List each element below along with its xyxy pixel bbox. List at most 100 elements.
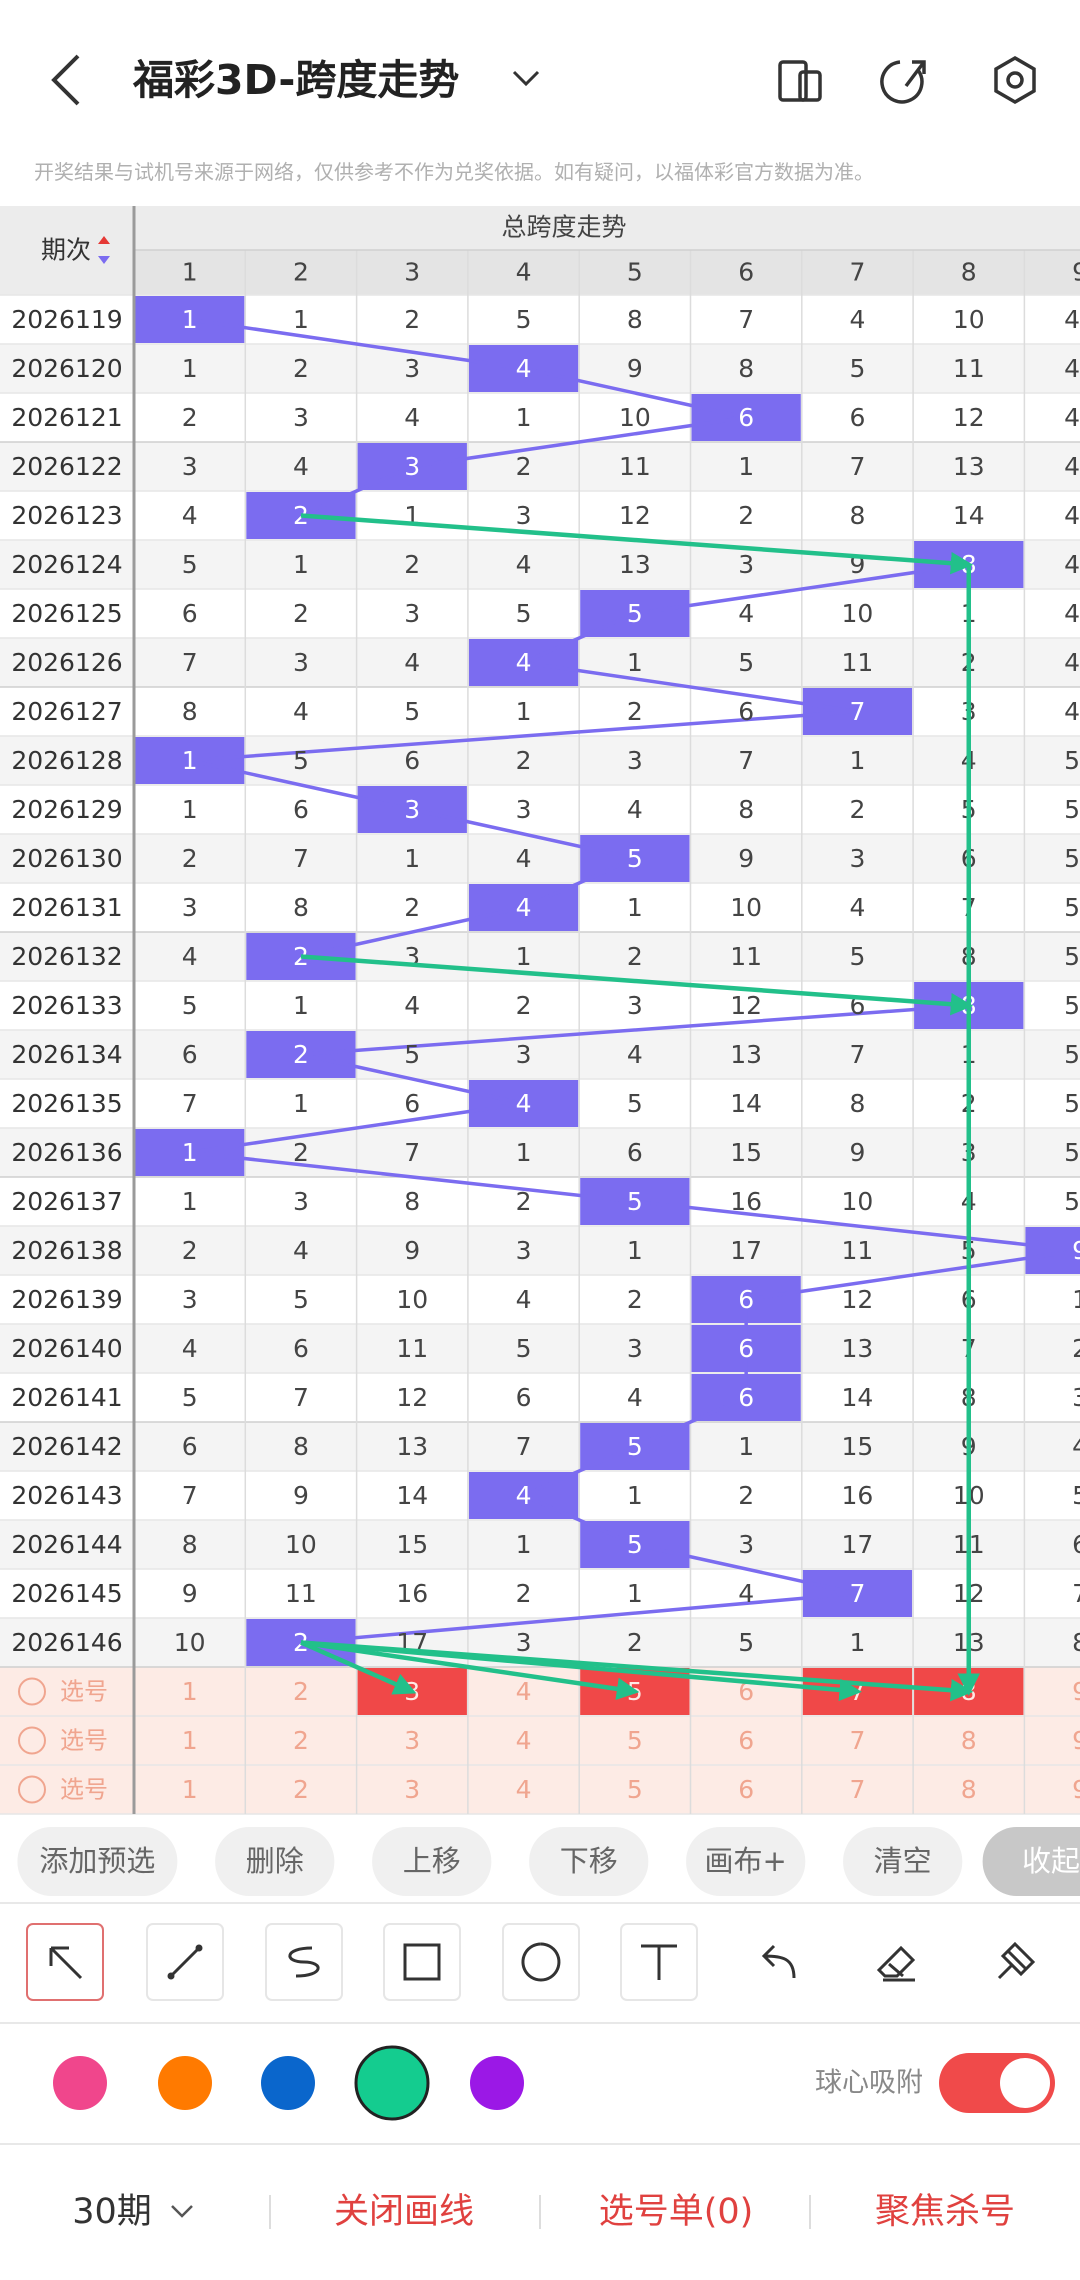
tool-button[interactable] (502, 1923, 580, 2001)
cell-value: 7 (182, 1089, 198, 1118)
cell-value: 6 (182, 599, 198, 628)
period: 2026127 (11, 697, 122, 726)
period-chevron (171, 2205, 193, 2218)
period: 2026145 (11, 1579, 122, 1608)
cell-value: 48 (1064, 648, 1080, 677)
cell-value: 4 (404, 991, 420, 1020)
pick-value: 3 (404, 1775, 420, 1804)
action-button[interactable] (372, 1827, 492, 1896)
cell-value: 2 (849, 795, 865, 824)
cell-value: 7 (182, 1481, 198, 1510)
drawn-arrow (300, 513, 974, 575)
period: 2026144 (11, 1530, 122, 1559)
cell-value: 2 (516, 452, 532, 481)
action-button[interactable] (686, 1827, 806, 1896)
cell-value: 3 (1072, 1383, 1080, 1412)
cell-value: 12 (396, 1383, 428, 1412)
sort-down[interactable] (98, 256, 110, 264)
cell-value: 17 (842, 1530, 874, 1559)
cell-value: 5 (182, 991, 198, 1020)
action-button[interactable] (529, 1827, 649, 1896)
row-bg (0, 785, 1080, 834)
color-swatch[interactable] (261, 2056, 315, 2110)
cell-value: 15 (396, 1530, 428, 1559)
share-icon[interactable] (880, 60, 926, 104)
settings-icon[interactable] (994, 55, 1036, 105)
tool-button[interactable] (383, 1923, 461, 2001)
color-swatch[interactable] (354, 2045, 430, 2121)
tool-button[interactable] (740, 1924, 816, 2000)
tool-button[interactable] (977, 1924, 1053, 2000)
cell-value: 6 (1072, 1530, 1080, 1559)
pick-radio[interactable] (18, 1726, 46, 1755)
cell-value: 9 (293, 1481, 309, 1510)
cell-value: 5 (627, 1530, 643, 1559)
row-bg (0, 540, 1080, 589)
period: 2026120 (11, 354, 122, 383)
action-button-label: 清空 (874, 1844, 932, 1878)
tool-button[interactable] (859, 1924, 935, 2000)
action-button[interactable] (843, 1827, 963, 1896)
cell-value: 8 (849, 1089, 865, 1118)
cell-value: 8 (849, 501, 865, 530)
header-icon[interactable] (778, 60, 822, 102)
period: 2026125 (11, 599, 122, 628)
period: 2026140 (11, 1334, 122, 1363)
pick-value: 5 (627, 1726, 643, 1755)
cell-value: 3 (516, 795, 532, 824)
action-button[interactable] (215, 1827, 335, 1896)
cell-value: 13 (953, 452, 985, 481)
cell-value: 4 (627, 795, 643, 824)
color-swatch[interactable] (470, 2056, 524, 2110)
footer-action[interactable]: 选号单(0) (599, 2192, 754, 2232)
cell-value: 3 (738, 550, 754, 579)
action-button-label: 下移 (560, 1844, 618, 1878)
cell-value: 6 (516, 1383, 532, 1412)
action-button[interactable] (982, 1827, 1080, 1896)
period: 2026136 (11, 1138, 122, 1167)
action-button[interactable] (17, 1827, 178, 1896)
pick-radio[interactable] (18, 1775, 46, 1804)
color-swatch[interactable] (158, 2056, 212, 2110)
period-selector[interactable]: 30期 (72, 2192, 152, 2232)
cell-value: 5 (516, 305, 532, 334)
pick-value: 2 (293, 1726, 309, 1755)
period: 2026123 (11, 501, 122, 530)
cell-value: 1 (182, 354, 198, 383)
cell-value: 7 (849, 1579, 865, 1608)
row-bg (0, 1569, 1080, 1618)
cell-value: 8 (738, 795, 754, 824)
color-swatch[interactable] (53, 2056, 107, 2110)
cell-value: 15 (730, 1138, 762, 1167)
cell-value: 3 (404, 795, 420, 824)
cell-value: 45 (1064, 501, 1080, 530)
pick-radio[interactable] (18, 1677, 46, 1706)
cell-value: 5 (627, 599, 643, 628)
cell-value: 5 (1072, 1481, 1080, 1510)
footer-action[interactable]: 聚焦杀号 (875, 2192, 1015, 2232)
cell-value: 11 (730, 942, 762, 971)
back-button[interactable] (51, 54, 80, 106)
cell-value: 10 (730, 893, 762, 922)
pick-value: 9 (1072, 1726, 1080, 1755)
period: 2026142 (11, 1432, 122, 1461)
cell-value: 12 (730, 991, 762, 1020)
column-header: 1 (182, 258, 198, 287)
cell-value: 4 (516, 893, 532, 922)
cell-value: 9 (182, 1579, 198, 1608)
sort-up[interactable] (98, 236, 110, 244)
footer-action[interactable]: 关闭画线 (334, 2192, 474, 2232)
cell-value: 10 (619, 403, 651, 432)
cell-value: 4 (738, 1579, 754, 1608)
cell-value: 10 (953, 305, 985, 334)
column-header: 4 (516, 258, 532, 287)
pick-value: 2 (293, 1677, 309, 1706)
cell-value: 4 (182, 501, 198, 530)
period: 2026126 (11, 648, 122, 677)
row-bg (0, 1275, 1080, 1324)
title-dropdown[interactable] (512, 70, 540, 87)
cell-value: 5 (404, 697, 420, 726)
